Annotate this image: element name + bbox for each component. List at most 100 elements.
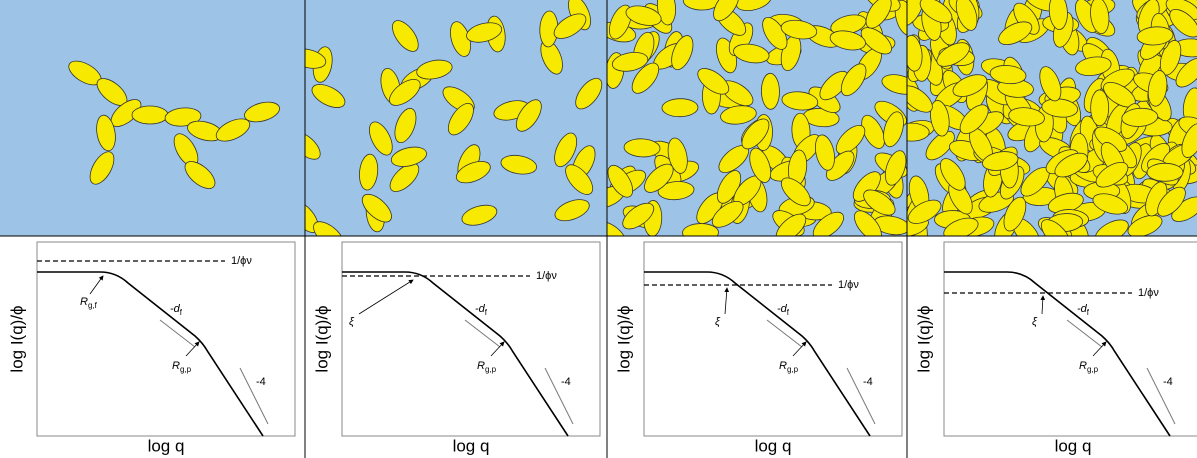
y-axis-label: log I(q)/ϕ [7,305,26,372]
particle [1121,107,1159,127]
particle [644,163,674,193]
particles [607,0,907,236]
level-label: 1/ϕν [838,279,859,291]
intensity-curve [37,271,264,437]
rgp-arrow [185,341,200,357]
x-axis-label: log q [148,436,185,455]
x-axis-label: log q [1055,436,1092,455]
particle [865,0,892,29]
particle [359,153,379,191]
particle [622,202,655,230]
y-axis-label: log I(q)/ϕ [312,305,331,372]
particle [553,13,587,39]
slope-label-sub: f [485,308,488,317]
particle [1095,162,1129,188]
porod-label: -4 [256,376,266,388]
particle [455,160,491,184]
slope-label-base: -d [777,303,788,315]
knee-label: Rg,f [80,296,98,310]
slope-label-sub: f [1087,308,1090,317]
particle [575,77,603,110]
rgp-arrow [792,341,807,357]
particle [244,101,280,123]
knee-label-base: ξ [715,316,721,328]
knee-label-sub: g,f [88,301,98,310]
particle [812,211,845,236]
rgp-label: Rg,p [779,360,799,374]
rgp-label-base: R [1079,360,1087,372]
porod-guide [544,367,574,425]
particle [305,48,327,69]
particle [607,164,634,198]
level-label: 1/ϕν [536,270,557,282]
particle [925,130,955,161]
particle [1039,66,1062,102]
particle [733,43,770,64]
slope-label-sub: f [787,308,790,317]
particle [907,199,942,224]
rgp-label: Rg,p [172,360,192,374]
rgp-label-base: R [477,360,485,372]
particle [1008,107,1045,127]
particle [1090,0,1110,35]
slope-guide [766,319,803,348]
rgp-label-sub: g,p [485,365,497,374]
x-axis-label: log q [453,436,490,455]
particle [215,118,251,142]
plot-frame [341,241,601,437]
knee-label-base: ξ [1032,316,1038,328]
particle [369,121,393,156]
particle [661,98,699,118]
knee-label-base: R [80,296,88,308]
particle [389,162,420,192]
particle [930,100,950,137]
knee-arrow [89,275,104,295]
particle [1003,196,1027,232]
particle [860,27,892,55]
particle [1127,214,1163,236]
particle [713,0,740,22]
particle [998,21,1033,46]
particle [515,99,542,132]
particle [919,0,953,24]
slope-guide [464,319,501,348]
particle [775,213,807,236]
particle [184,161,216,189]
particle [461,204,498,226]
slope-label: -df [1077,303,1090,317]
porod-guide [1146,367,1176,425]
particle [720,105,757,125]
particle [656,0,676,26]
porod-label: -4 [1163,376,1173,388]
particle [835,125,866,155]
rgp-label-base: R [779,360,787,372]
particle [780,19,818,40]
particle [883,111,904,148]
slope-label-base: -d [170,303,181,315]
particle [667,137,688,174]
particle [682,223,719,236]
particle [416,59,453,80]
particle [89,151,115,185]
plot-frame [36,241,296,437]
particle [829,30,866,51]
particles [68,60,280,189]
slope-label: -df [777,303,790,317]
particle [1181,123,1197,158]
particle [854,210,882,236]
particle [982,151,1019,171]
particle [1041,98,1079,118]
particle [625,5,662,26]
particle [761,72,780,110]
particle [936,42,970,67]
particle [611,51,649,72]
particles [305,0,603,236]
rgp-label: Rg,p [1079,360,1099,374]
particle [1075,56,1112,77]
knee-arrow [358,279,414,315]
particle [1146,162,1184,182]
particle [657,181,695,201]
particle [884,150,907,186]
particle [466,22,503,43]
